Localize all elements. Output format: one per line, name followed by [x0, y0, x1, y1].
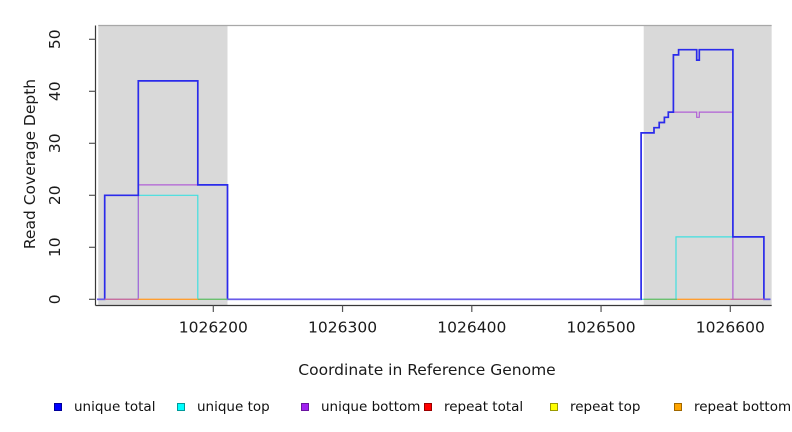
legend-item-unique-top: unique top — [177, 399, 270, 415]
legend-label: unique total — [74, 399, 156, 415]
x-tick-label: 1026400 — [437, 319, 506, 337]
legend-swatch-icon — [301, 403, 309, 411]
masked-region-left — [98, 25, 228, 306]
legend-item-repeat-bottom: repeat bottom — [674, 399, 791, 415]
x-tick-label: 1026500 — [567, 319, 636, 337]
x-tick-label: 1026200 — [179, 319, 248, 337]
chart-legend: unique total unique top unique bottom repea… — [0, 399, 792, 419]
y-axis-title: Read Coverage Depth — [21, 78, 39, 250]
masked-region-right — [643, 25, 772, 306]
y-tick-label: 20 — [46, 185, 64, 205]
plot-canvas: 1026200 1026300 1026400 1026500 1026600 0 10 20… — [46, 24, 772, 337]
series-unique-total — [97, 48, 771, 301]
legend-item-unique-total: unique total — [54, 399, 155, 415]
legend-swatch-icon — [54, 403, 62, 411]
x-axis-title: Coordinate in Reference Genome — [298, 361, 556, 379]
legend-label: unique bottom — [321, 399, 421, 415]
y-tick-label: 50 — [46, 29, 64, 49]
legend-swatch-icon — [550, 403, 558, 411]
legend-swatch-icon — [424, 403, 432, 411]
legend-item-repeat-top: repeat top — [550, 399, 640, 415]
y-tick-label: 0 — [46, 294, 64, 304]
legend-label: unique top — [197, 399, 270, 415]
x-tick-label: 1026300 — [308, 319, 377, 337]
legend-label: repeat total — [444, 399, 524, 415]
y-tick-label: 30 — [46, 133, 64, 153]
x-tick-label: 1026600 — [696, 319, 765, 337]
legend-item-unique-bottom: unique bottom — [301, 399, 420, 415]
y-tick-label: 10 — [46, 237, 64, 257]
y-tick-label: 40 — [46, 81, 64, 101]
legend-label: repeat top — [570, 399, 641, 415]
legend-swatch-icon — [674, 403, 682, 411]
legend-swatch-icon — [177, 403, 185, 411]
legend-item-repeat-total: repeat total — [424, 399, 523, 415]
legend-label: repeat bottom — [694, 399, 792, 415]
